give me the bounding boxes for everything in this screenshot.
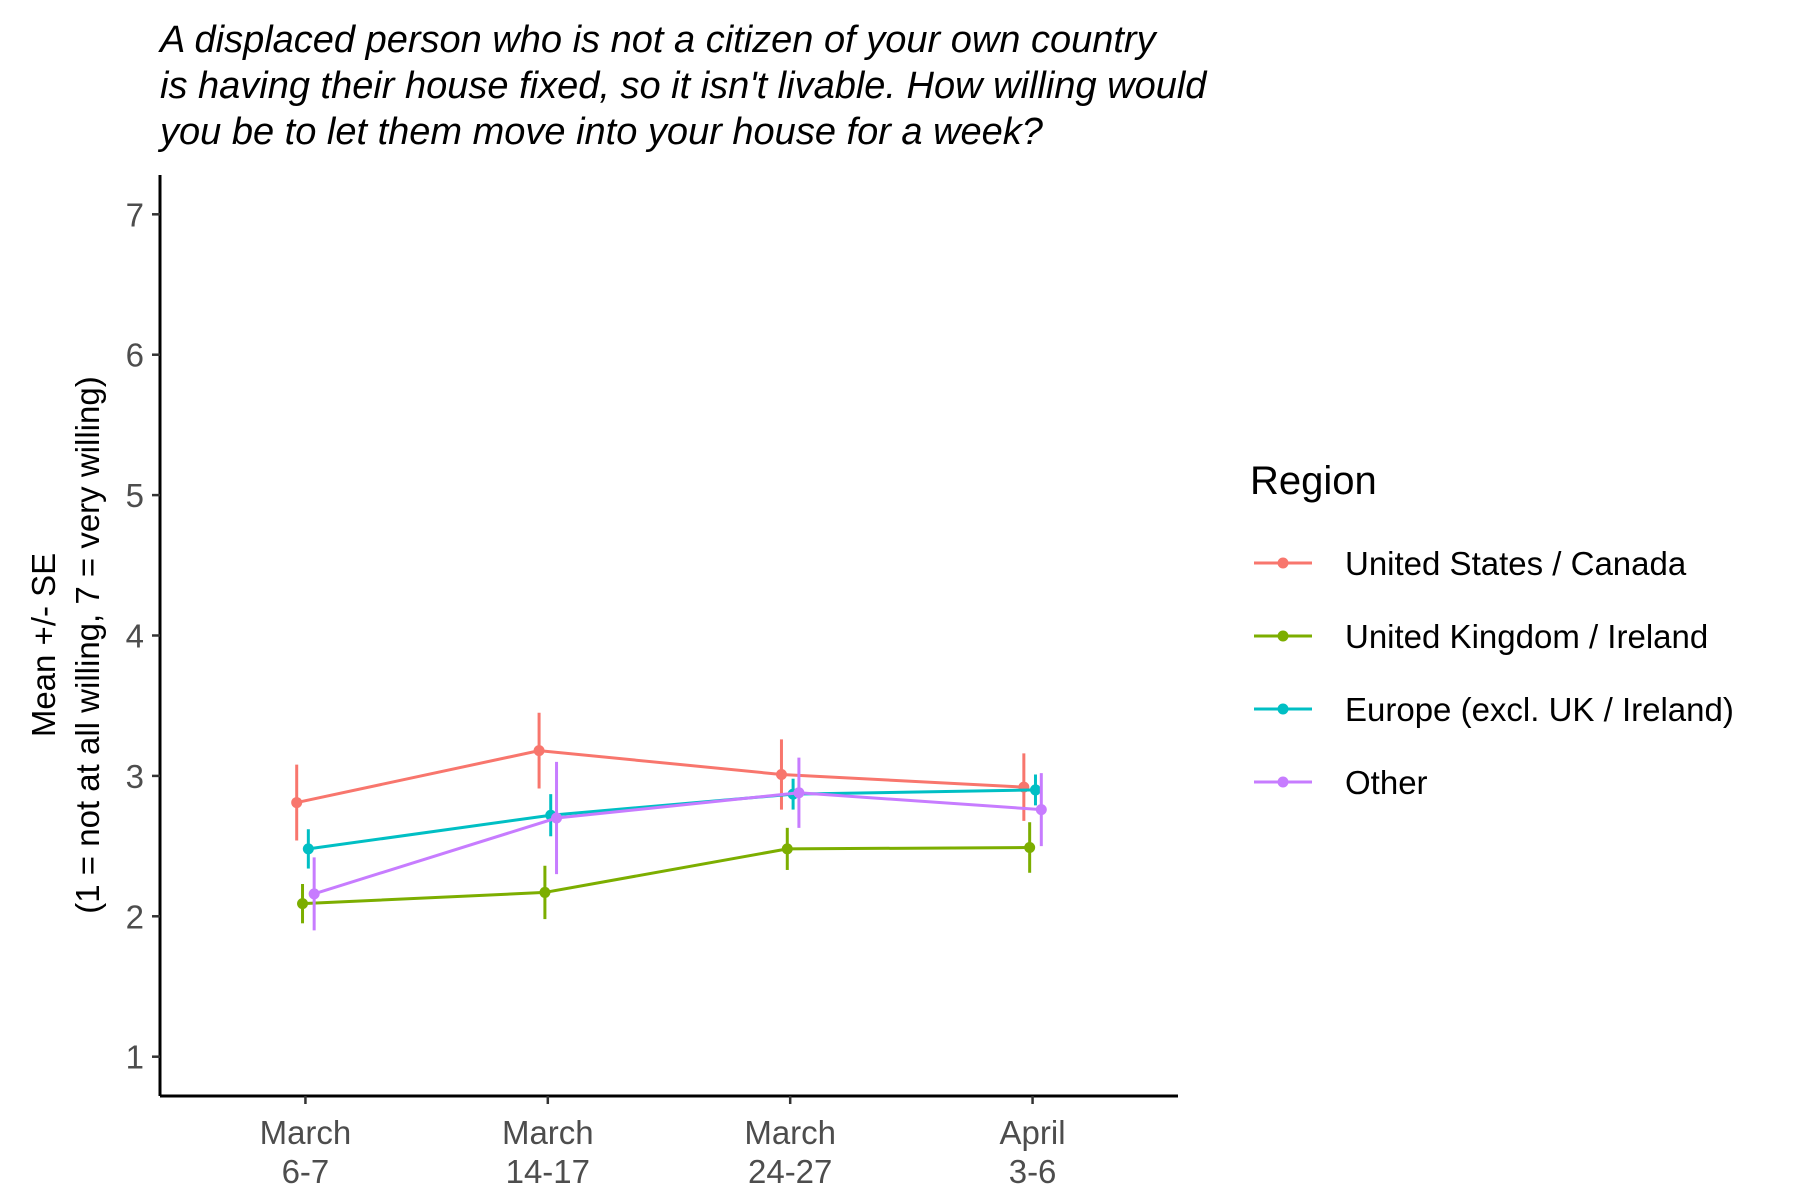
- data-point: [302, 843, 314, 855]
- y-tick-label: 4: [126, 618, 144, 655]
- y-axis-ticks: 1 2 3 4 5 6 7: [126, 196, 160, 1076]
- legend-title: Region: [1250, 459, 1377, 503]
- legend-item: United Kingdom / Ireland: [1254, 618, 1708, 655]
- x-tick-label: 24-27: [748, 1153, 832, 1190]
- data-point: [775, 768, 787, 780]
- data-point: [291, 797, 303, 809]
- y-tick-label: 7: [126, 196, 144, 233]
- legend-label: United Kingdom / Ireland: [1345, 618, 1708, 655]
- y-tick-label: 3: [126, 758, 144, 795]
- data-point: [539, 886, 551, 898]
- series-3: [302, 774, 1041, 869]
- chart-title-line-2: is having their house fixed, so it isn't…: [160, 65, 1208, 107]
- legend-item: United States / Canada: [1254, 545, 1687, 582]
- legend-items: United States / Canada United Kingdom / I…: [1254, 545, 1734, 801]
- x-tick-label: March: [502, 1114, 594, 1151]
- legend-label: Europe (excl. UK / Ireland): [1345, 691, 1734, 728]
- data-point: [1024, 841, 1036, 853]
- legend-label: United States / Canada: [1345, 545, 1687, 582]
- x-tick-label: April: [1000, 1114, 1066, 1151]
- legend-item: Europe (excl. UK / Ireland): [1254, 691, 1734, 728]
- data-point: [1035, 804, 1047, 816]
- chart-title-line-3: you be to let them move into your house …: [157, 111, 1044, 153]
- y-axis-title-line-2: (1 = not at all willing, 7 = very willin…: [69, 376, 106, 913]
- data-point: [308, 888, 320, 900]
- x-tick-label: 14-17: [506, 1153, 590, 1190]
- y-axis-title-line-1: Mean +/- SE: [25, 553, 62, 737]
- data-point: [297, 898, 309, 910]
- x-tick-label: 3-6: [1009, 1153, 1057, 1190]
- series-2: [297, 822, 1036, 924]
- legend-item: Other: [1254, 764, 1428, 801]
- chart-title: A displaced person who is not a citizen …: [157, 19, 1208, 153]
- y-tick-label: 6: [126, 337, 144, 374]
- series-line: [296, 749, 1024, 805]
- data-point: [793, 787, 805, 799]
- y-tick-label: 2: [126, 898, 144, 935]
- legend-key-point: [1277, 776, 1289, 788]
- legend: Region United States / Canada United King…: [1250, 459, 1734, 801]
- legend-key-point: [1277, 557, 1289, 569]
- y-axis-title: Mean +/- SE (1 = not at all willing, 7 =…: [25, 376, 106, 913]
- series-line: [313, 791, 1042, 896]
- x-tick-label: March: [260, 1114, 352, 1151]
- series-line: [308, 788, 1036, 851]
- series-layer: [291, 712, 1047, 931]
- data-point: [551, 812, 563, 824]
- legend-key-point: [1277, 630, 1289, 642]
- data-point: [1029, 784, 1041, 796]
- legend-key-point: [1277, 703, 1289, 715]
- series-line: [302, 845, 1030, 906]
- x-tick-label: 6-7: [282, 1153, 330, 1190]
- series-1: [291, 712, 1030, 841]
- legend-label: Other: [1345, 764, 1428, 801]
- series-4: [308, 757, 1047, 931]
- y-tick-label: 1: [126, 1039, 144, 1076]
- data-point: [533, 745, 545, 757]
- data-point: [781, 843, 793, 855]
- y-tick-label: 5: [126, 477, 144, 514]
- x-tick-label: March: [744, 1114, 836, 1151]
- chart-title-line-1: A displaced person who is not a citizen …: [158, 19, 1158, 61]
